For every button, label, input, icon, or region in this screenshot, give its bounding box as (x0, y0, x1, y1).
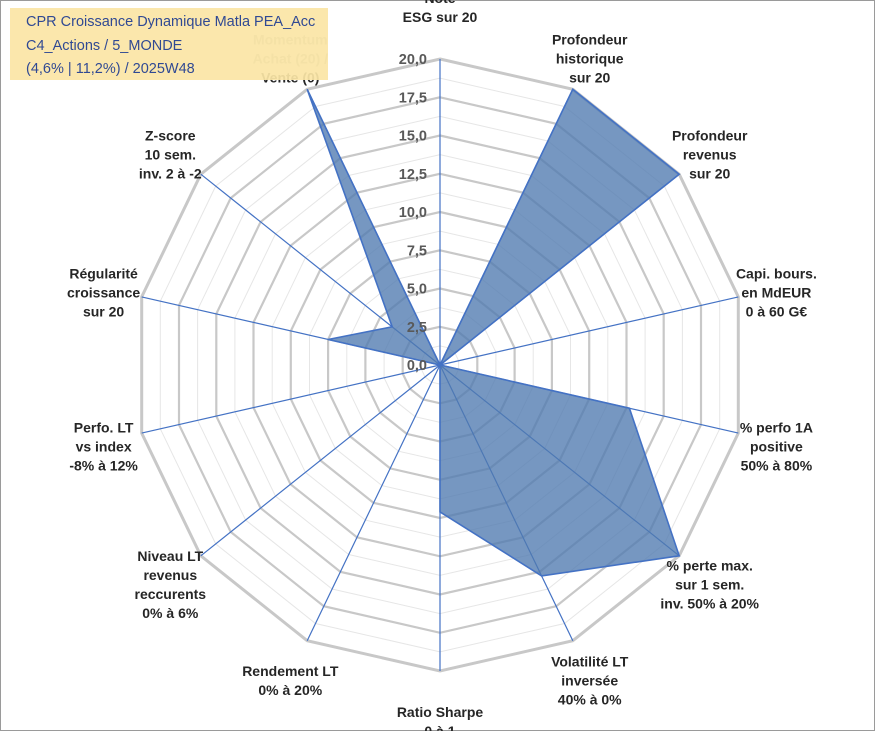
chart-title-box: CPR Croissance Dynamique Matla PEA_Acc C… (10, 8, 328, 80)
axis-label: % perfo 1A positive 50% à 80% (740, 419, 813, 473)
radial-tick-label: 17,5 (399, 90, 427, 106)
axis-label-line: % perte max. (667, 558, 753, 574)
axis-label-line: -8% à 12% (69, 457, 138, 473)
axis-label-line: sur 20 (569, 70, 610, 86)
axis-label-line: historique (556, 51, 624, 67)
axis-label-line: Volatilité LT (551, 653, 629, 669)
axis-label-line: sur 20 (689, 165, 730, 181)
axis-label-line: ESG sur 20 (403, 9, 478, 25)
axis-label: Perfo. LT vs index -8% à 12% (69, 419, 138, 473)
axis-label: Z-score 10 sem. inv. 2 à -2 (139, 127, 202, 181)
axis-label: Volatilité LT inversée 40% à 0% (551, 653, 629, 707)
axis-label-line: Perfo. LT (74, 419, 134, 435)
axis-label-line: Ratio Sharpe (397, 704, 484, 720)
axis-label-line: % perfo 1A (740, 419, 813, 435)
axis-label-line: revenus (683, 146, 737, 162)
axis-label-line: 10 sem. (145, 146, 196, 162)
axis-label-line: inversée (561, 672, 618, 688)
axis-label-line: 0 à 60 G€ (746, 304, 808, 320)
axis-label-line: en MdEUR (741, 285, 811, 301)
axis-label-line: Note (424, 0, 455, 6)
axis-label-line: croissance (67, 285, 140, 301)
axis-label-line: Capi. bours. (736, 266, 817, 282)
axis-label: Ratio Sharpe 0 à 1 (397, 704, 484, 731)
axis-label-line: Profondeur (672, 127, 748, 143)
radial-tick-labels: 0,0 2,5 5,0 7,5 10,0 12,5 15,0 17,5 20,0 (399, 52, 427, 374)
axis-spoke (200, 364, 441, 557)
axis-spoke (141, 364, 441, 434)
radial-tick-label: 7,5 (407, 243, 427, 259)
axis-label-line: Régularité (69, 266, 138, 282)
axis-label: Rendement LT 0% à 20% (242, 663, 339, 698)
chart-title-line: CPR Croissance Dynamique Matla PEA_Acc (26, 14, 316, 30)
axis-label-line: 50% à 80% (741, 457, 813, 473)
chart-title-line: (4,6% | 11,2%) / 2025W48 (26, 61, 195, 77)
axis-label-line: reccurents (135, 586, 207, 602)
axis-label: Régularité croissance sur 20 (67, 266, 140, 320)
axis-label: Profondeur historique sur 20 (552, 32, 628, 86)
axis-label: % perte max. sur 1 sem. inv. 50% à 20% (660, 558, 759, 612)
axis-label: Profondeur revenus sur 20 (672, 127, 748, 181)
axis-label-line: 40% à 0% (558, 691, 622, 707)
series-area (306, 88, 681, 577)
axis-label-line: positive (750, 438, 803, 454)
radial-tick-label: 12,5 (399, 167, 427, 183)
axis-label-line: Profondeur (552, 32, 628, 48)
radial-tick-label: 5,0 (407, 282, 427, 298)
radial-tick-label: 0,0 (407, 358, 427, 374)
axis-label: Niveau LT revenus reccurents 0% à 6% (135, 548, 207, 621)
radial-tick-label: 10,0 (399, 205, 427, 221)
axis-label-line: inv. 2 à -2 (139, 165, 202, 181)
axis-spoke (306, 364, 441, 641)
axis-label-line: Rendement LT (242, 663, 339, 679)
axis-labels: Note ESG sur 20 Profondeur historique sur 20… (67, 0, 817, 731)
axis-label: Capi. bours. en MdEUR 0 à 60 G€ (736, 266, 817, 320)
axis-label-line: inv. 50% à 20% (660, 596, 759, 612)
radial-tick-label: 20,0 (399, 52, 427, 68)
axis-spoke (439, 296, 739, 366)
axis-label-line: sur 1 sem. (675, 577, 744, 593)
axis-label-line: Niveau LT (137, 548, 203, 564)
axis-label-line: revenus (143, 567, 197, 583)
axis-label-line: 0% à 20% (258, 682, 322, 698)
axis-label-line: 0 à 1 (424, 723, 455, 731)
axis-label-line: Z-score (145, 127, 196, 143)
axis-label-line: 0% à 6% (142, 605, 199, 621)
radial-tick-label: 2,5 (407, 320, 427, 336)
radial-tick-label: 15,0 (399, 129, 427, 145)
axis-label-line: vs index (76, 438, 132, 454)
chart-title-line: C4_Actions / 5_MONDE (26, 38, 183, 54)
axis-label: Note ESG sur 20 (403, 0, 478, 25)
axis-label-line: sur 20 (83, 304, 124, 320)
